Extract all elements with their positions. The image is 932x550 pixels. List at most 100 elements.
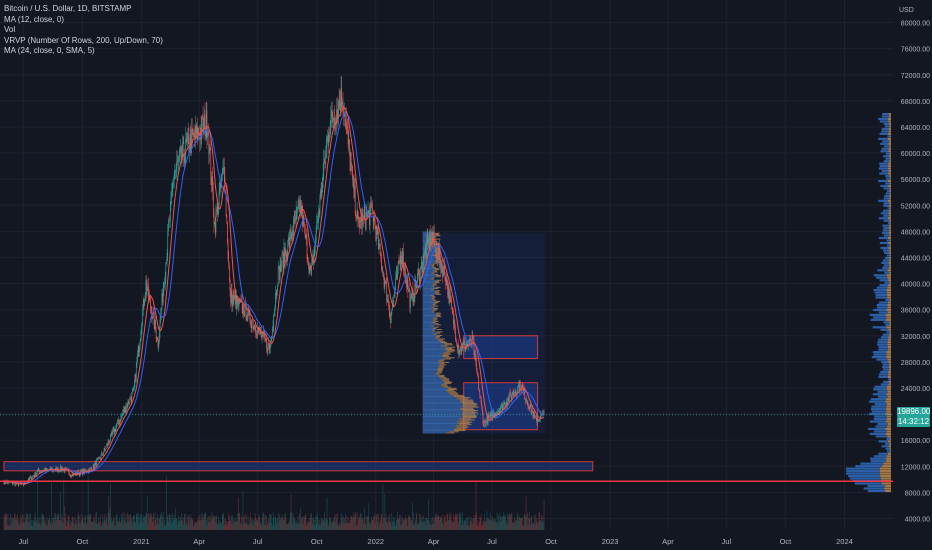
profile-bar [889, 209, 891, 212]
candle-body [377, 231, 379, 250]
candle-body [297, 207, 299, 209]
candle-body [114, 429, 115, 434]
volume-bar [293, 516, 294, 530]
volume-bar [477, 520, 479, 530]
candle-body [505, 406, 506, 407]
volume-bar [101, 524, 102, 530]
profile-bar [422, 283, 433, 285]
candle-body [332, 115, 334, 122]
volume-bar [454, 516, 456, 530]
candle-body [37, 469, 39, 472]
volume-bar [159, 516, 161, 530]
indicator-ma12[interactable]: MA (12, close, 0) [4, 14, 65, 24]
profile-bar [879, 279, 889, 282]
profile-bar [888, 172, 891, 175]
profile-bar [878, 301, 888, 304]
candle-body [110, 434, 111, 441]
profile-bar [888, 127, 891, 131]
candle-body [324, 162, 326, 165]
candle-body [399, 256, 401, 265]
candle-body [413, 298, 414, 303]
volume-bar [235, 520, 237, 530]
volume-bar [288, 523, 289, 530]
volume-bar [111, 522, 113, 530]
profile-bar [436, 329, 442, 331]
profile-bar [869, 420, 886, 423]
candle-body [319, 197, 321, 214]
profile-bar [422, 289, 432, 291]
profile-bar [876, 306, 888, 309]
candle-body [322, 173, 324, 178]
volume-bar [296, 523, 298, 530]
indicator-vrvp[interactable]: VRVP (Number Of Rows, 200, Up/Down, 70) [4, 35, 163, 45]
profile-bar [888, 363, 891, 366]
indicator-ma24[interactable]: MA (24, close, 0, SMA, 5) [4, 46, 95, 55]
volume-bar [28, 522, 29, 530]
volume-bar [203, 519, 205, 530]
candle-body [4, 480, 5, 485]
candle-body [519, 380, 521, 390]
candle-body [204, 114, 206, 137]
price-axis[interactable]: USD80000.0076000.0072000.0068000.0064000… [899, 7, 930, 523]
volume-bar [503, 512, 504, 530]
volume-bar [146, 513, 147, 530]
volume-bar [539, 521, 541, 530]
candle-body [531, 411, 533, 414]
candle-body [379, 243, 380, 245]
volume-bars [3, 475, 545, 530]
volume-bar [517, 512, 519, 530]
candle-body [273, 315, 275, 326]
profile-bar [422, 326, 435, 328]
volume-bar [268, 518, 269, 530]
volume-bar [350, 515, 352, 530]
volume-bar [343, 517, 345, 530]
profile-bar [877, 269, 888, 272]
candle-body [168, 221, 170, 228]
candle-body [287, 239, 289, 254]
ma12-line [10, 106, 545, 485]
volume-bar [452, 521, 454, 530]
profile-bar [876, 358, 888, 361]
volume-bar [202, 514, 204, 530]
volume-bar [175, 508, 176, 530]
profile-bar [462, 414, 477, 416]
volume-bar [243, 517, 244, 530]
volume-bar [419, 513, 420, 530]
candle-body [81, 469, 83, 475]
volume-bar [275, 517, 276, 530]
candle-body [210, 148, 212, 178]
candle-body [403, 251, 404, 270]
profile-bar [422, 411, 462, 413]
candle-body [540, 414, 542, 419]
candle-body [532, 411, 534, 418]
volume-bar [232, 519, 234, 530]
symbol-title[interactable]: Bitcoin / U.S. Dollar, 1D, BITSTAMP [4, 4, 132, 13]
profile-bar [846, 472, 880, 475]
volume-bar [74, 524, 76, 530]
volume-bar [260, 521, 262, 530]
profile-bar [887, 135, 891, 138]
candle-body [381, 269, 383, 273]
candle-body [227, 222, 228, 244]
volume-bar [86, 522, 88, 530]
profile-bar [884, 487, 891, 490]
profile-bar [422, 269, 436, 271]
time-tick-label: Jul [18, 537, 28, 546]
candle-body [473, 338, 474, 342]
candle-body [507, 402, 508, 406]
candle-body [476, 363, 477, 371]
volume-bar [267, 520, 269, 530]
volume-bar [447, 514, 449, 530]
profile-bar [886, 289, 891, 292]
profile-bar [435, 269, 440, 271]
indicator-vol[interactable]: Vol [4, 25, 16, 34]
profile-bar [873, 430, 887, 433]
volume-bar [222, 514, 223, 530]
volume-bar [402, 518, 404, 530]
candle-body [159, 319, 161, 333]
time-axis[interactable]: Jul Oct 2021 Apr Jul Oct 2022 Apr Jul Oct 2023 Apr J… [18, 537, 852, 546]
profile-bar [433, 307, 438, 309]
candle-body [232, 295, 233, 307]
candle-body [223, 167, 225, 177]
